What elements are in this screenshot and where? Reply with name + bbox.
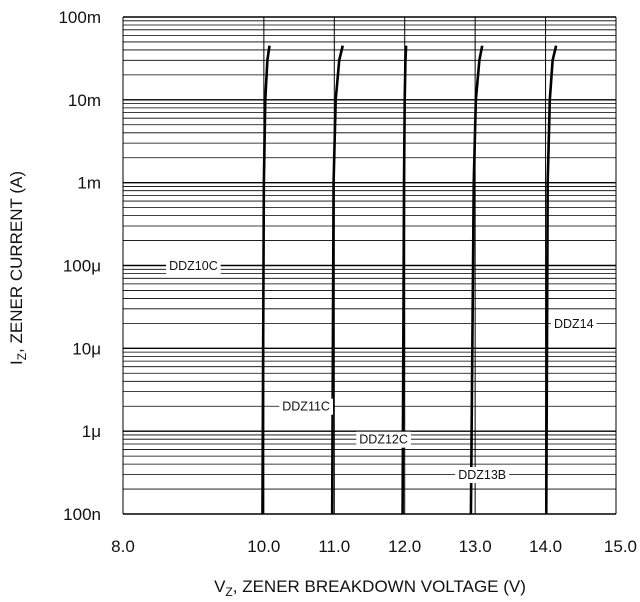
series-line-ddz14 [544,45,558,515]
x-tick-label: 10.0 [247,537,280,556]
x-axis-title-rest: , ZENER BREAKDOWN VOLTAGE (V) [233,577,526,596]
series-label-ddz13b: DDZ13B [458,468,506,482]
series-label-ddz12c: DDZ12C [359,433,408,447]
x-axis-title: VZ, ZENER BREAKDOWN VOLTAGE (V) [214,577,526,599]
x-tick-label: 15.0 [604,537,637,556]
x-tick-labels: 8.0 10.0 11.0 12.0 13.0 14.0 15.0 [111,537,637,556]
series-label-ddz10c: DDZ10C [169,259,218,273]
x-axis-title-sub: Z [225,585,232,599]
series-label-ddz14: DDZ14 [554,317,594,331]
x-tick-label: 14.0 [529,537,562,556]
x-tick-label: 8.0 [111,537,135,556]
series-line-ddz11c [330,45,345,515]
series-line-ddz13b [469,45,484,515]
series-label-background [166,258,221,274]
grid [122,16,617,515]
y-tick-label: 100μ [63,257,101,276]
series-label-ddz11c: DDZ11C [282,400,330,414]
x-tick-label: 12.0 [388,537,421,556]
series-label-background [455,467,510,483]
x-tick-label: 13.0 [459,537,492,556]
series-curves [261,45,558,515]
series-label-background [356,431,411,448]
x-axis-title-main: V [214,577,226,596]
y-axis-title-main: I [7,360,26,365]
y-tick-label: 10μ [72,339,101,358]
series-label-background [279,398,333,415]
series-label-background [550,315,597,332]
y-axis-title-rest: , ZENER CURRENT (A) [7,171,26,353]
series-line-ddz12c [401,45,408,515]
y-tick-label: 1m [77,174,101,193]
y-tick-label: 100n [63,505,101,524]
y-tick-label: 10m [68,91,101,110]
series-line-ddz10c [261,45,271,515]
y-tick-label: 1μ [82,422,101,441]
x-tick-label: 11.0 [318,537,350,556]
y-tick-label: 100m [58,8,101,27]
y-tick-labels: 100m 10m 1m 100μ 10μ 1μ 100n [58,8,101,524]
y-axis-title: IZ, ZENER CURRENT (A) [7,171,29,365]
series-labels: DDZ10C DDZ11C DDZ12C DDZ13B DDZ14 [166,258,597,483]
y-axis-title-sub: Z [15,353,29,360]
